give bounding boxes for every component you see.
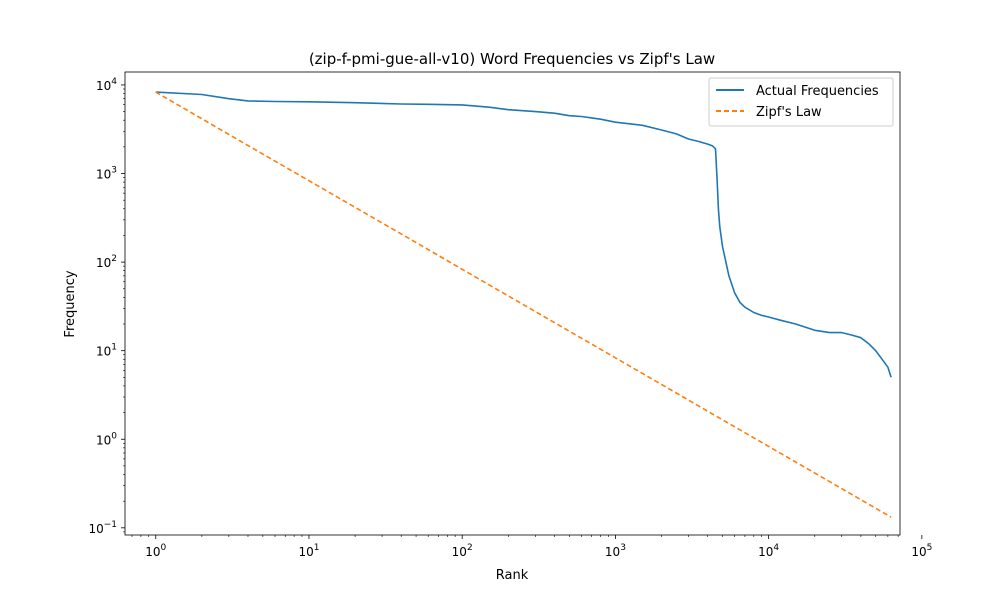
y-tick-label: 104: [96, 77, 117, 93]
x-tick-label: 105: [911, 543, 932, 559]
chart-title: (zip-f-pmi-gue-all-v10) Word Frequencies…: [309, 50, 715, 68]
y-tick-label: 10−1: [88, 520, 117, 536]
legend: Actual Frequencies Zipf's Law: [708, 77, 894, 127]
series-line-1: [155, 91, 892, 518]
y-tick-label: 100: [96, 431, 117, 447]
x-tick-label: 103: [605, 543, 626, 559]
legend-label-zipf: Zipf's Law: [756, 105, 822, 120]
series-line-0: [155, 91, 892, 378]
x-tick-label: 104: [758, 543, 779, 559]
y-tick-label: 101: [96, 343, 117, 359]
x-tick-label: 100: [145, 543, 166, 559]
y-tick-label: 102: [96, 254, 117, 270]
x-axis-label: Rank: [496, 568, 529, 583]
plot-frame: [124, 71, 901, 536]
y-tick-label: 103: [96, 166, 117, 182]
x-tick-label: 101: [298, 543, 319, 559]
x-axis: 100 101 102 103 104 105: [131, 535, 932, 559]
legend-label-actual: Actual Frequencies: [756, 84, 879, 99]
legend-box: [708, 77, 894, 127]
y-axis: 10−1 100 101 102 103 104: [88, 77, 125, 536]
x-tick-label: 102: [452, 543, 473, 559]
y-axis-label: Frequency: [63, 270, 78, 337]
plot-lines: [155, 91, 892, 518]
